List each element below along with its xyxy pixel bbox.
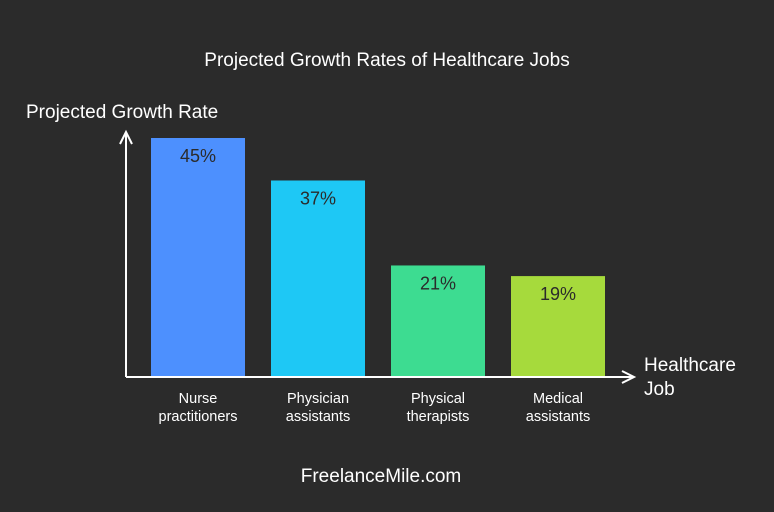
x-axis-label-line-2: Job [644,379,675,400]
y-axis-label: Projected Growth Rate [26,102,218,123]
category-label-3-line-1: assistants [526,409,590,425]
category-label-0-line-1: practitioners [159,409,238,425]
chart-title: Projected Growth Rates of Healthcare Job… [204,50,569,71]
x-axis-label: Healthcare Job [644,355,736,400]
bar-2 [391,265,485,377]
category-label-2-line-0: Physical [411,391,465,407]
bar-3 [511,276,605,377]
category-label-0-line-0: Nurse [179,391,218,407]
bar-value-label-1: 37% [300,188,336,208]
y-axis-arrow-icon [119,129,133,145]
category-label-3-line-0: Medical [533,391,583,407]
category-label-2-line-1: therapists [407,409,470,425]
x-axis-label-line-1: Healthcare [644,355,736,376]
bar-1 [271,180,365,377]
category-label-1-line-1: assistants [286,409,350,425]
bar-value-label-0: 45% [180,146,216,166]
bar-value-label-3: 19% [540,284,576,304]
footer-brand: FreelanceMile.com [301,466,462,487]
axes [119,129,637,384]
bar-0 [151,138,245,377]
category-label-1-line-0: Physician [287,391,349,407]
x-axis-arrow-icon [621,370,637,384]
bar-value-label-2: 21% [420,273,456,293]
bars-group: 45% Nurse practitioners 37% Physician assista… [151,138,605,425]
